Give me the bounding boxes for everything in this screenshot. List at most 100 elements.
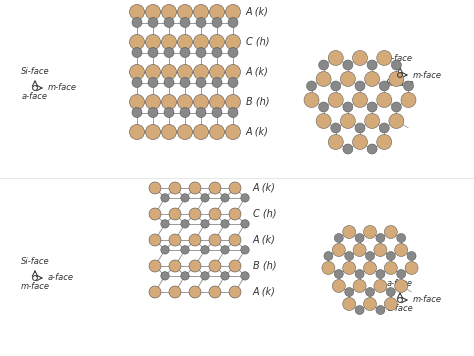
Circle shape — [374, 244, 387, 257]
Circle shape — [392, 60, 401, 70]
Text: m-face: m-face — [47, 84, 76, 93]
Circle shape — [164, 108, 174, 117]
Circle shape — [201, 246, 209, 254]
Circle shape — [169, 234, 181, 246]
Circle shape — [384, 225, 397, 239]
Circle shape — [353, 93, 367, 108]
Text: C (h): C (h) — [253, 209, 276, 219]
Circle shape — [148, 78, 158, 88]
Circle shape — [212, 78, 222, 88]
Circle shape — [129, 125, 145, 140]
Text: A (k): A (k) — [246, 7, 269, 17]
Text: Si-face: Si-face — [21, 67, 49, 75]
Circle shape — [343, 60, 353, 70]
Circle shape — [355, 81, 365, 91]
Circle shape — [319, 60, 328, 70]
Circle shape — [181, 194, 189, 202]
Circle shape — [364, 298, 376, 310]
Circle shape — [395, 244, 408, 257]
Circle shape — [196, 108, 206, 117]
Circle shape — [379, 123, 389, 133]
Circle shape — [161, 194, 169, 202]
Circle shape — [132, 17, 142, 27]
Circle shape — [212, 108, 222, 117]
Circle shape — [209, 234, 221, 246]
Circle shape — [226, 94, 240, 110]
Circle shape — [403, 81, 413, 91]
Circle shape — [164, 78, 174, 88]
Circle shape — [226, 5, 240, 20]
Circle shape — [196, 78, 206, 88]
Circle shape — [221, 220, 229, 228]
Circle shape — [201, 194, 209, 202]
Circle shape — [389, 72, 404, 87]
Circle shape — [345, 288, 354, 297]
Text: A (k): A (k) — [253, 287, 276, 297]
Circle shape — [221, 272, 229, 280]
Circle shape — [212, 17, 222, 27]
Circle shape — [180, 17, 190, 27]
Circle shape — [374, 279, 387, 293]
Circle shape — [307, 81, 317, 91]
Circle shape — [146, 94, 161, 110]
Circle shape — [376, 269, 385, 278]
Circle shape — [162, 125, 176, 140]
Circle shape — [331, 81, 341, 91]
Circle shape — [377, 51, 392, 66]
Circle shape — [162, 64, 176, 79]
Circle shape — [181, 272, 189, 280]
Circle shape — [189, 182, 201, 194]
Circle shape — [209, 286, 221, 298]
Circle shape — [180, 78, 190, 88]
Circle shape — [189, 286, 201, 298]
Circle shape — [162, 94, 176, 110]
Text: m-face: m-face — [412, 70, 441, 79]
Circle shape — [161, 220, 169, 228]
Text: A (k): A (k) — [246, 67, 269, 77]
Circle shape — [395, 279, 408, 293]
Circle shape — [241, 220, 249, 228]
Circle shape — [397, 234, 406, 242]
Circle shape — [228, 108, 238, 117]
Circle shape — [181, 246, 189, 254]
Circle shape — [386, 288, 395, 297]
Circle shape — [407, 251, 416, 261]
Circle shape — [149, 260, 161, 272]
Circle shape — [210, 64, 225, 79]
Text: a-face: a-face — [387, 54, 413, 63]
Circle shape — [210, 125, 225, 140]
Circle shape — [376, 305, 385, 314]
Circle shape — [149, 208, 161, 220]
Circle shape — [129, 64, 145, 79]
Circle shape — [164, 47, 174, 58]
Circle shape — [146, 64, 161, 79]
Text: B (h): B (h) — [246, 97, 270, 107]
Circle shape — [210, 94, 225, 110]
Circle shape — [177, 125, 192, 140]
Circle shape — [169, 260, 181, 272]
Circle shape — [226, 125, 240, 140]
Circle shape — [228, 47, 238, 58]
Circle shape — [148, 17, 158, 27]
Text: B (h): B (h) — [253, 261, 276, 271]
Circle shape — [201, 220, 209, 228]
Circle shape — [162, 5, 176, 20]
Circle shape — [392, 102, 401, 112]
Circle shape — [316, 72, 331, 87]
Circle shape — [343, 144, 353, 154]
Circle shape — [353, 279, 366, 293]
Circle shape — [397, 269, 406, 278]
Circle shape — [196, 47, 206, 58]
Circle shape — [129, 5, 145, 20]
Circle shape — [322, 262, 335, 274]
Circle shape — [376, 234, 385, 242]
Text: m-face: m-face — [412, 295, 441, 304]
Circle shape — [196, 17, 206, 27]
Circle shape — [377, 135, 392, 150]
Circle shape — [161, 246, 169, 254]
Circle shape — [324, 251, 333, 261]
Circle shape — [146, 125, 161, 140]
Circle shape — [229, 260, 241, 272]
Text: C (h): C (h) — [246, 37, 270, 47]
Text: C-face: C-face — [387, 304, 413, 313]
